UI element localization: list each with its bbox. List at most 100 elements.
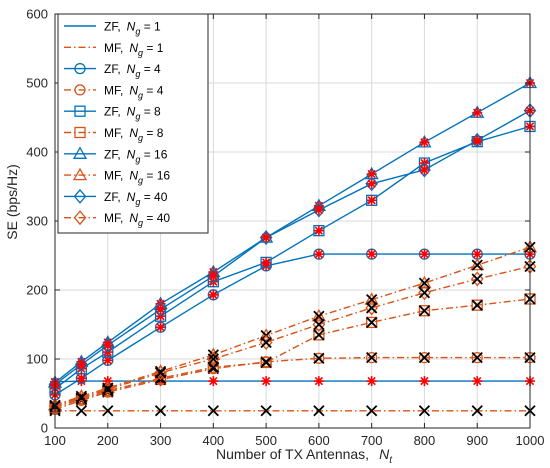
- legend-entry: ZF, Ng = 4: [64, 62, 161, 79]
- data-point: [75, 357, 88, 373]
- series-line: [54, 356, 530, 411]
- simulation-point: [207, 353, 219, 365]
- legend-marker: [72, 167, 88, 181]
- simulation-point: [313, 352, 325, 364]
- simulation-point: [471, 259, 483, 271]
- data-point: [206, 351, 220, 367]
- simulation-point: [313, 310, 325, 322]
- simulation-point: [471, 405, 483, 417]
- series-line: [54, 298, 531, 408]
- simulation-point: [366, 376, 377, 387]
- simulation-point: [472, 249, 483, 260]
- legend-label: ZF, Ng = 16: [104, 147, 168, 164]
- y-tick-label: 0: [41, 421, 48, 436]
- legend-entry: MF, Ng = 40: [64, 210, 170, 228]
- legend-label: MF, Ng = 40: [104, 211, 170, 228]
- simulation-point: [472, 376, 483, 387]
- data-point: [418, 285, 431, 301]
- y-tick-label: 400: [26, 145, 48, 160]
- legend-entry: ZF, Ng = 40: [64, 188, 168, 207]
- simulation-point: [472, 135, 483, 146]
- data-point: [365, 300, 379, 316]
- legend-marker: [73, 188, 87, 204]
- legend-marker: [73, 210, 87, 226]
- simulation-point: [260, 336, 272, 349]
- simulation-point: [419, 249, 430, 260]
- simulation-point: [366, 195, 377, 206]
- simulation-point: [313, 249, 324, 260]
- simulation-point: [102, 355, 113, 366]
- data-point: [259, 334, 273, 350]
- x-tick-label: 600: [308, 433, 330, 448]
- legend-entry: MF, Ng = 8: [64, 126, 164, 143]
- data-point: [471, 351, 483, 364]
- legend-marker: [74, 62, 86, 75]
- simulation-point: [207, 361, 219, 373]
- legend-entry: ZF, Ng = 1: [64, 20, 161, 37]
- data-point: [418, 351, 431, 364]
- data-point: [417, 275, 432, 289]
- simulation-point: [471, 273, 483, 285]
- data-point: [311, 308, 327, 322]
- data-point: [470, 271, 484, 287]
- data-point: [259, 230, 273, 246]
- x-tick-label: 100: [44, 433, 66, 448]
- legend-label: ZF, Ng = 40: [104, 190, 168, 207]
- simulation-point: [102, 383, 114, 395]
- simulation-point: [366, 405, 378, 417]
- data-point: [260, 356, 272, 369]
- data-point: [313, 352, 325, 364]
- simulation-point: [366, 178, 377, 189]
- data-point: [75, 390, 88, 406]
- simulation-point: [366, 169, 377, 180]
- legend-label: MF, Ng = 1: [104, 41, 164, 58]
- x-axis-label: Number of TX Antennas, Nt: [216, 446, 393, 466]
- x-tick-label: 700: [361, 433, 383, 448]
- legend-marker: [74, 84, 86, 96]
- x-tick-label: 400: [202, 433, 224, 448]
- simulation-point: [419, 137, 430, 148]
- data-point: [365, 176, 379, 192]
- data-point: [154, 301, 167, 317]
- axes: 100 200 300 400 500 600 700 800 900 1000010020030…: [26, 7, 544, 449]
- legend-label: MF, Ng = 16: [104, 169, 170, 186]
- simulation-point: [418, 351, 431, 364]
- simulation-point: [472, 107, 483, 118]
- data-point: [258, 328, 274, 341]
- simulation-point: [313, 329, 325, 341]
- simulation-point: [418, 405, 431, 417]
- simulation-point: [260, 356, 272, 369]
- simulation-point: [313, 405, 325, 417]
- x-tick-label: 200: [97, 433, 119, 448]
- simulation-point: [366, 351, 378, 364]
- data-point: [154, 365, 167, 381]
- simulation-point: [471, 351, 483, 364]
- x-tick-label: 800: [414, 433, 436, 448]
- data-point: [418, 305, 431, 317]
- data-point: [101, 381, 115, 397]
- legend-marker: [72, 146, 88, 159]
- simulation-point: [313, 204, 324, 215]
- data-point: [470, 257, 485, 271]
- simulation-point: [208, 271, 219, 282]
- legend-label: ZF, Ng = 8: [104, 105, 161, 122]
- simulation-point: [261, 232, 272, 243]
- data-point: [471, 299, 483, 311]
- data-point: [206, 268, 220, 284]
- y-tick-label: 300: [26, 214, 48, 229]
- simulation-point: [366, 249, 377, 260]
- legend-entry: MF, Ng = 1: [64, 41, 164, 58]
- y-axis-label: SE (bps/Hz): [4, 164, 20, 239]
- y-tick-label: 600: [26, 7, 48, 22]
- legend-label: ZF, Ng = 4: [104, 62, 161, 79]
- simulation-point: [261, 376, 272, 387]
- simulation-point: [207, 405, 219, 417]
- simulation-point: [154, 405, 167, 417]
- x-tick-label: 500: [255, 433, 277, 448]
- data-point: [364, 292, 379, 305]
- simulation-point: [208, 376, 219, 387]
- legend-marker: [74, 105, 86, 117]
- legend-entry: ZF, Ng = 8: [64, 105, 161, 122]
- simulation-point: [75, 392, 88, 404]
- simulation-point: [313, 318, 325, 331]
